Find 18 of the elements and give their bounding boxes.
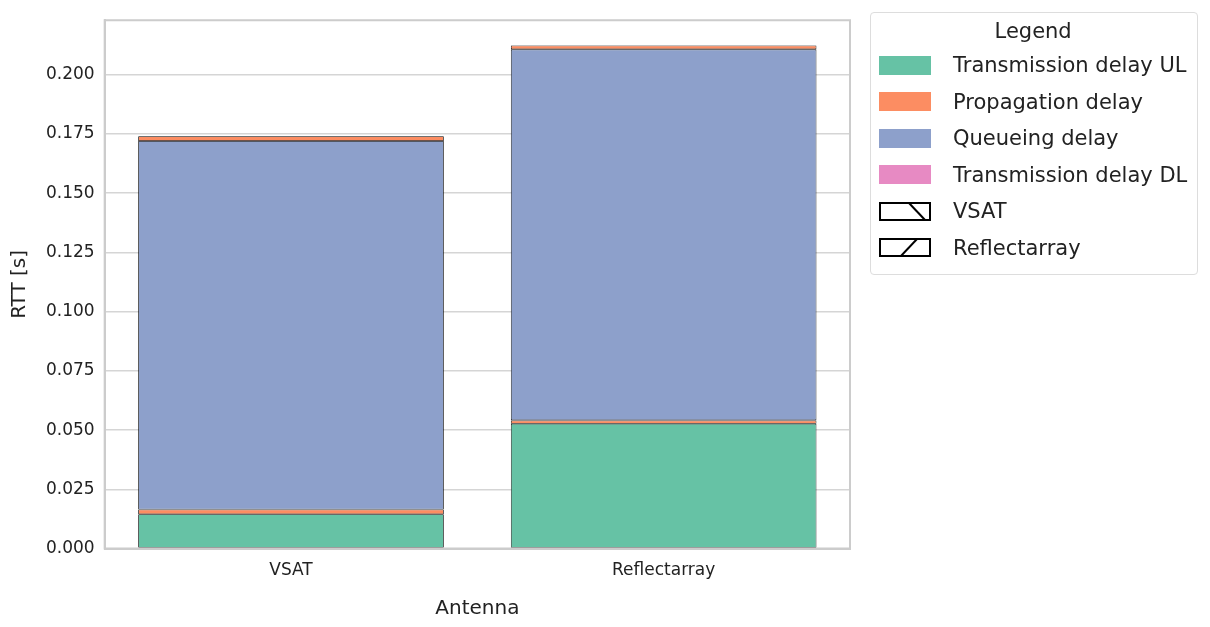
legend-label: Transmission delay UL: [953, 53, 1187, 78]
y-tick-label: 0.000: [46, 537, 95, 558]
legend-label: Propagation delay: [953, 89, 1143, 114]
y-tick-label: 0.150: [46, 181, 95, 202]
legend-label: Transmission delay DL: [953, 162, 1188, 187]
x-axis-title: Antenna: [435, 595, 520, 620]
y-tick-label: 0.050: [46, 418, 95, 439]
text: Reflectarray: [953, 235, 1081, 260]
text: VSAT: [953, 199, 1007, 224]
y-tick-label: 0.100: [46, 300, 95, 321]
y-axis-title: RTT [s]: [6, 249, 31, 319]
y-tick-label: 0.200: [46, 63, 95, 84]
y-tick-label: 0.125: [46, 240, 95, 261]
legend-label: Queueing delay: [953, 126, 1119, 151]
legend-title: Legend: [993, 19, 1073, 43]
y-tick-label: 0.175: [46, 122, 95, 143]
y-tick-label: 0.075: [46, 359, 95, 380]
y-tick-label: 0.025: [46, 477, 95, 498]
